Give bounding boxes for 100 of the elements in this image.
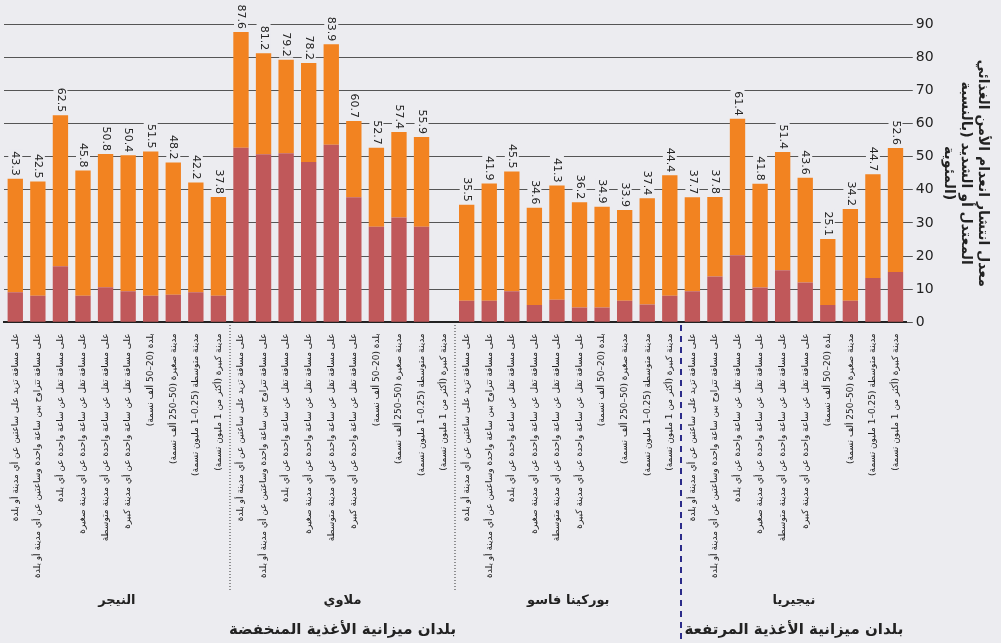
bar [233, 147, 249, 322]
x-tick-label: على مسافة تزيد على ساعتين عن أي مدينة أو بلدة [460, 333, 472, 522]
x-tick-label: على مسافة تتراوح بين ساعة واحدة وساعتين عن أي مدينة أو بلدة [256, 333, 268, 579]
text: بلدان ميزانية الأغذية المرتفعة [684, 619, 904, 638]
total-label: 34.9 [596, 179, 610, 204]
y-tick-label: 90 [915, 14, 934, 31]
total-label: 78.2 [302, 35, 316, 61]
total-label: 87.6 [235, 4, 249, 29]
bar [526, 207, 543, 306]
x-tick-label: على مسافة تزيد على ساعتين عن أي مدينة أو بلدة [234, 333, 246, 522]
bar [323, 144, 339, 322]
x-tick-label: على مسافة تتراوح بين ساعة واحدة وساعتين عن أي مدينة أو بلدة [31, 333, 43, 579]
total-label: 41.3 [551, 157, 565, 183]
x-tick-label: على مسافة تقل عن ساعة واحدة عن أي مدينة متوسطة [324, 333, 336, 542]
x-tick-label: بلدة (20–50 ألف نسمة) [821, 333, 833, 427]
bar [188, 292, 204, 322]
x-tick-label: على مسافة تقل عن ساعة واحدة عن أي مدينة كبيرة [347, 333, 359, 529]
bar [52, 266, 69, 322]
x-tick-label: على مسافة تقل عن ساعة واحدة عن أي بلدة [730, 333, 742, 502]
x-tick-label: بلدة (20–50 ألف نسمة) [595, 333, 607, 427]
total-label: 45.5 [505, 144, 519, 169]
total-label: 52.7 [370, 120, 384, 145]
text: نيجيريا [772, 592, 816, 608]
x-tick-label: على مسافة تقل عن ساعة واحدة عن أي بلدة [53, 333, 65, 502]
bar [729, 255, 746, 322]
bar [120, 291, 136, 322]
x-tick-label: على مسافة تقل عن ساعة واحدة عن أي مدينة متوسطة [776, 333, 787, 542]
x-tick-label: مدينة صغيرة (50–250 ألف نسمة) [392, 333, 404, 465]
bar [729, 118, 746, 256]
bar [210, 295, 227, 322]
total-label: 50.8 [99, 126, 113, 151]
y-tick-label: 10 [915, 279, 934, 296]
bar [616, 209, 633, 301]
bar [7, 178, 23, 293]
total-label: 79.2 [280, 32, 294, 57]
bar [865, 174, 881, 278]
bar [368, 226, 385, 322]
x-tick-label: بلدة (20–50 ألف نسمة) [144, 333, 156, 427]
bar [887, 147, 904, 272]
total-label: 34.6 [528, 180, 542, 205]
bar [278, 59, 294, 154]
bar [797, 282, 813, 322]
bar [391, 217, 407, 322]
bar [481, 183, 497, 301]
bar [662, 175, 678, 296]
total-label: 60.7 [347, 93, 361, 119]
bar [188, 182, 204, 293]
total-label: 43.3 [9, 151, 23, 176]
x-tick-label: على مسافة تتراوح بين ساعة واحدة وساعتين عن أي مدينة أو بلدة [708, 333, 720, 579]
bar [594, 307, 610, 322]
total-label: 37.8 [212, 169, 226, 195]
bar [459, 300, 475, 322]
bar [752, 183, 768, 288]
bar [842, 208, 859, 301]
bar [481, 300, 497, 322]
bar [30, 181, 46, 296]
total-label: 57.4 [393, 104, 407, 130]
bar [143, 295, 159, 322]
bar [504, 171, 520, 292]
bar [75, 295, 91, 322]
bar [97, 287, 114, 322]
x-tick-label: على مسافة تقل عن ساعة واحدة عن أي مدينة متوسطة [98, 333, 110, 542]
total-label: 81.2 [257, 25, 271, 51]
y-tick-label: 80 [915, 47, 934, 64]
bar [774, 151, 791, 271]
bar [549, 185, 565, 300]
x-tick-label: على مسافة تقل عن ساعة واحدة عن أي مدينة كبيرة [798, 333, 810, 529]
total-label: 25.1 [821, 211, 835, 237]
total-label: 55.9 [415, 109, 429, 135]
bar [887, 271, 904, 322]
bar [52, 115, 69, 267]
x-tick-label: مدينة صغيرة (50–250 ألف نسمة) [843, 333, 855, 465]
total-label: 37.4 [641, 170, 655, 196]
total-label: 37.7 [686, 169, 700, 195]
y-tick-label: 0 [915, 312, 925, 329]
text: بلدان ميزانية الأغذية المنخفضة [228, 619, 457, 638]
x-tick-label: مدينة متوسطة (0.25–1 مليون نسمة) [867, 333, 878, 476]
bar [774, 270, 791, 322]
x-tick-label: على مسافة تزيد على ساعتين عن أي مدينة أو بلدة [8, 333, 20, 522]
total-label: 36.2 [573, 174, 587, 200]
total-label: 52.6 [889, 120, 903, 145]
total-label: 61.4 [731, 91, 745, 116]
bar [391, 132, 407, 218]
x-tick-label: مدينة كبيرة (أكثر من 1 مليون نسمة) [211, 333, 223, 471]
bar [120, 155, 136, 292]
bar [594, 206, 610, 308]
bar [413, 137, 430, 227]
bar [30, 295, 46, 322]
bar [301, 63, 317, 162]
x-tick-label: على مسافة تقل عن ساعة واحدة عن أي مدينة صغيرة [753, 333, 765, 534]
bar [797, 177, 813, 283]
x-tick-label: مدينة متوسطة (0.25–1 مليون نسمة) [190, 333, 201, 476]
bar [820, 305, 836, 322]
x-tick-label: على مسافة تقل عن ساعة واحدة عن أي مدينة كبيرة [121, 333, 133, 529]
x-tick-label: مدينة كبيرة (أكثر من 1 مليون نسمة) [437, 333, 449, 471]
bar [526, 305, 543, 322]
x-tick-label: على مسافة تقل عن ساعة واحدة عن أي مدينة صغيرة [302, 333, 314, 534]
bar [707, 197, 723, 277]
bar [413, 226, 430, 322]
total-label: 42.5 [32, 153, 45, 179]
